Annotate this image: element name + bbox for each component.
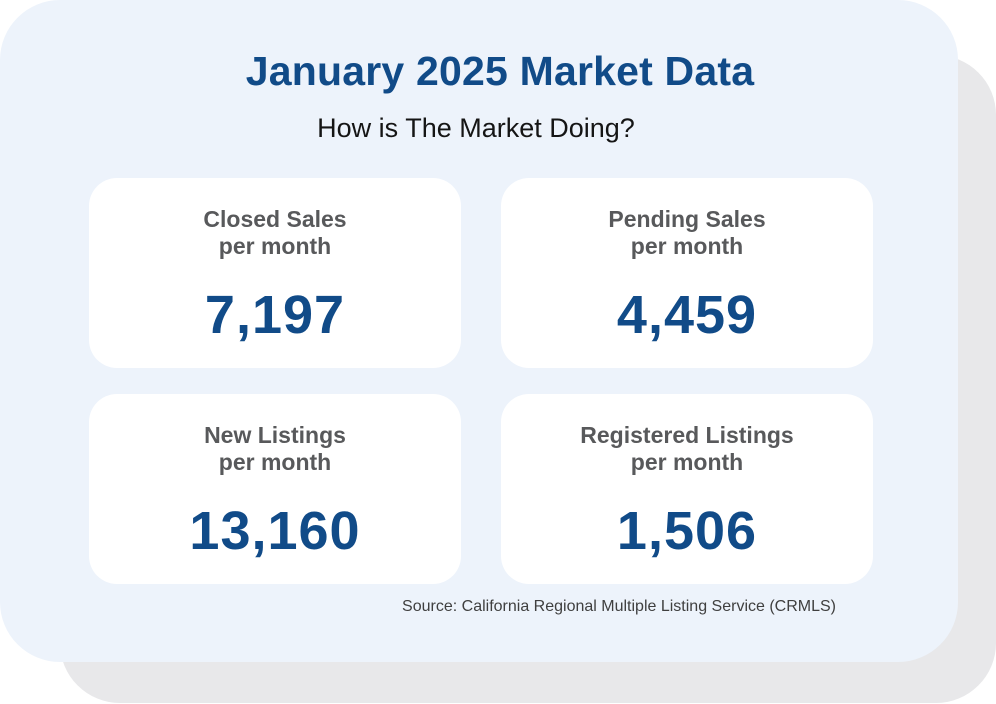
stat-label-line2: per month [218, 233, 332, 259]
stat-label-line2: per month [218, 449, 332, 475]
stat-label-line2: per month [630, 233, 744, 259]
stat-card-registered-listings: Registered Listings per month 1,506 [501, 394, 873, 584]
stat-label: Registered Listings per month [501, 422, 873, 476]
stat-label: Closed Sales per month [89, 206, 461, 260]
stat-label-line1: Registered Listings [580, 422, 794, 448]
stat-label-line1: Pending Sales [608, 206, 766, 232]
stat-label: Pending Sales per month [501, 206, 873, 260]
stat-value: 4,459 [616, 285, 758, 345]
main-panel: January 2025 Market Data How is The Mark… [0, 0, 958, 662]
page-title: January 2025 Market Data [245, 48, 755, 94]
source-note: Source: California Regional Multiple Lis… [402, 598, 836, 615]
stat-card-pending-sales: Pending Sales per month 4,459 [501, 178, 873, 368]
stat-label-line1: New Listings [204, 422, 346, 448]
stat-label-line2: per month [630, 449, 744, 475]
stat-card-closed-sales: Closed Sales per month 7,197 [89, 178, 461, 368]
stat-value: 7,197 [204, 285, 346, 345]
page-subtitle: How is The Market Doing? [317, 113, 635, 143]
stat-value: 1,506 [616, 501, 758, 561]
stat-card-new-listings: New Listings per month 13,160 [89, 394, 461, 584]
stat-label: New Listings per month [89, 422, 461, 476]
stat-label-line1: Closed Sales [203, 206, 347, 232]
stat-value: 13,160 [189, 501, 361, 561]
